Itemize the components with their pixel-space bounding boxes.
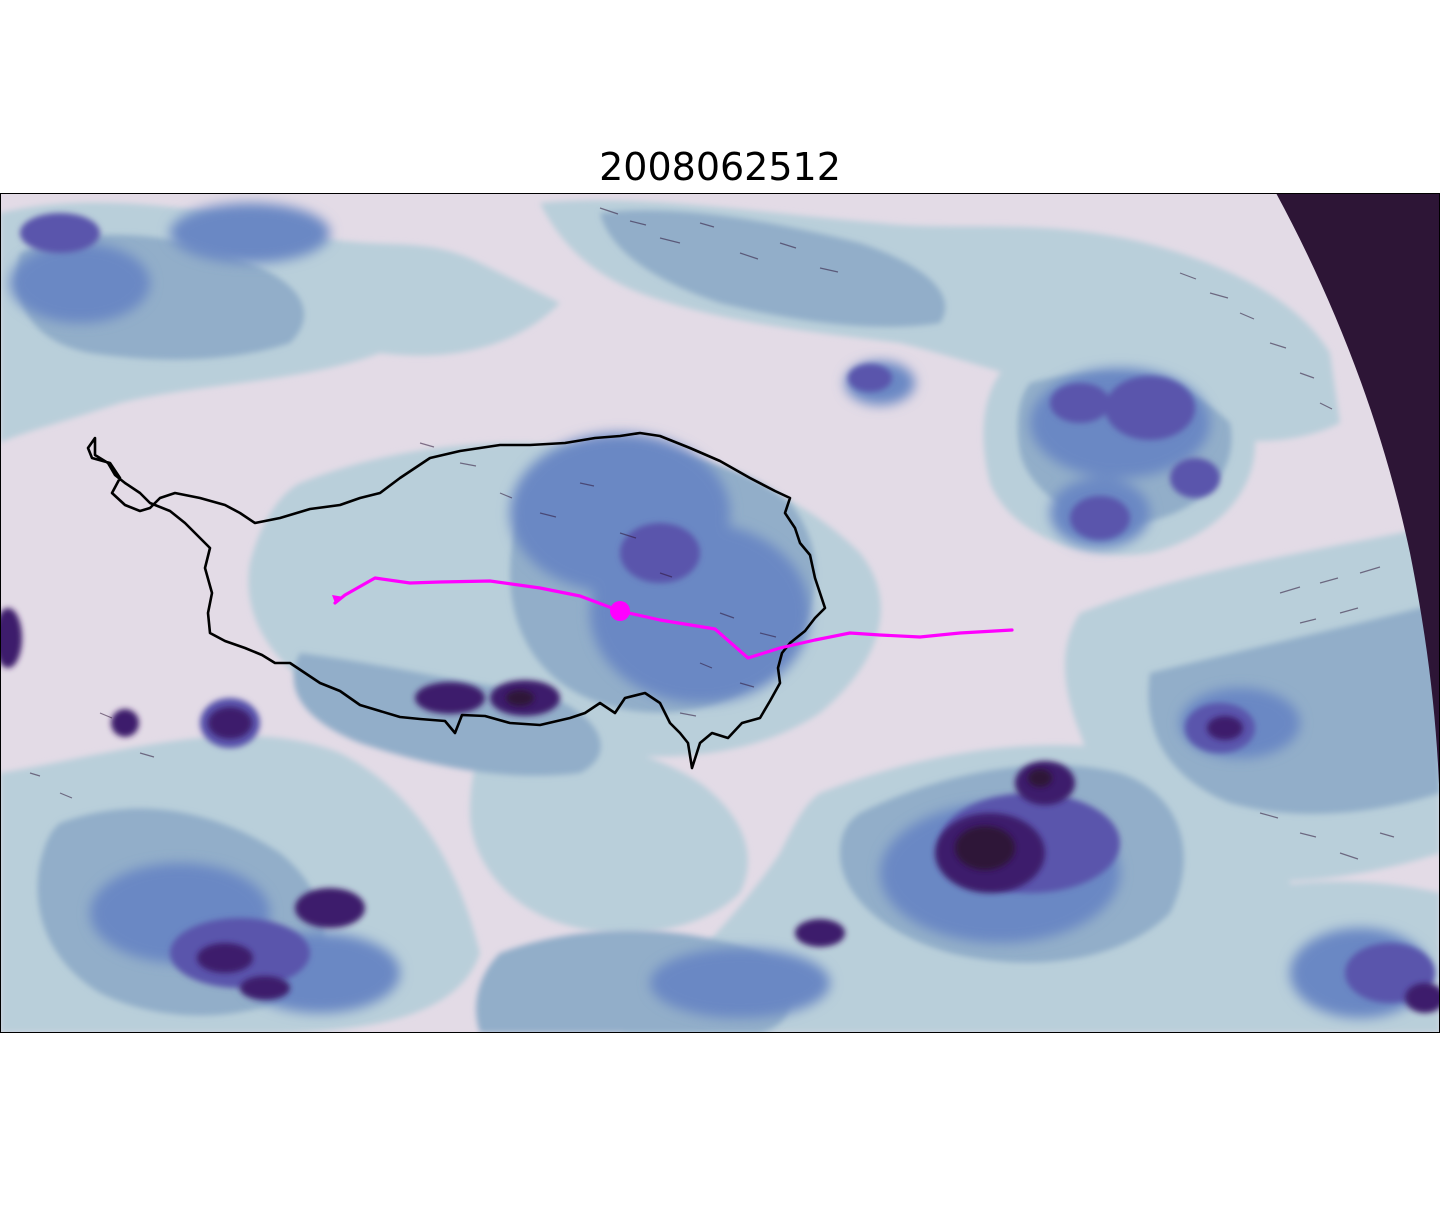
convective-cores-dark xyxy=(506,690,1052,870)
satellite-map xyxy=(0,193,1440,1033)
track-start-hook xyxy=(332,595,344,603)
map-frame xyxy=(0,193,1440,1033)
cloud-streaks xyxy=(29,207,1395,860)
storm-track xyxy=(333,576,1014,660)
figure-title: 2008062512 xyxy=(599,145,841,189)
current-position-marker xyxy=(610,601,630,621)
plateau-boundary xyxy=(86,431,827,770)
space-region xyxy=(1276,193,1440,813)
